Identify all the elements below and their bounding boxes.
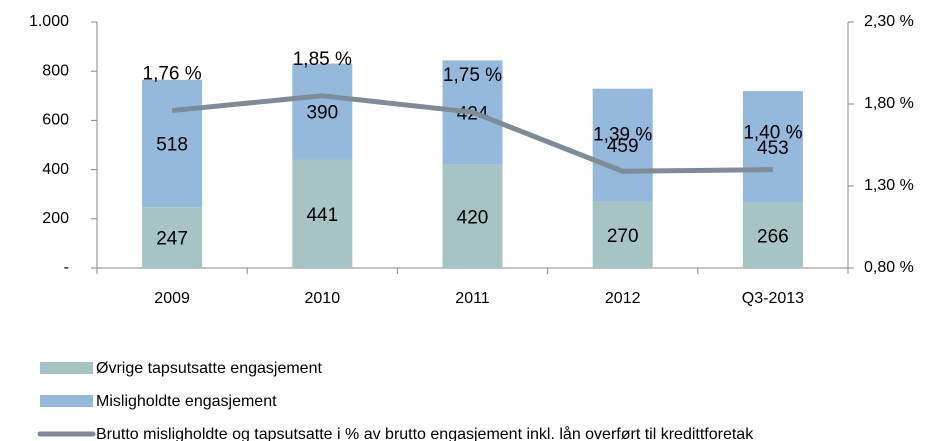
x-tick-label: 2009 — [154, 290, 190, 307]
line-value-label: 1,40 % — [743, 123, 802, 144]
bar-value-label: 390 — [306, 103, 338, 124]
legend-swatch — [40, 395, 93, 407]
legend-label: Misligholdte engasjement — [96, 393, 277, 410]
bar-value-label: 420 — [457, 207, 489, 228]
y-tick-label: 1.000 — [29, 13, 69, 30]
x-tick-label: 2011 — [455, 290, 490, 307]
legend-label: Øvrige tapsutsatte engasjement — [96, 360, 322, 377]
line-series — [171, 93, 773, 174]
bar-value-label: 266 — [757, 226, 789, 247]
y-tick-label: 600 — [42, 112, 69, 129]
line-value-label: 1,76 % — [143, 64, 202, 85]
bar — [292, 159, 353, 268]
y-tick-label: - — [64, 259, 69, 276]
bar — [442, 164, 503, 268]
bar-value-label: 441 — [306, 205, 338, 226]
bar-value-label: 518 — [156, 135, 188, 156]
bar-value-label: 453 — [757, 138, 789, 159]
bar — [742, 91, 803, 203]
bar-value-label: 459 — [607, 136, 639, 157]
y2-tick-label: 1,30 % — [864, 177, 914, 194]
y2-tick-label: 2,30 % — [864, 13, 914, 30]
bar — [592, 88, 653, 202]
line-value-label: 1,75 % — [443, 65, 502, 86]
bar-value-label: 270 — [607, 226, 639, 247]
legend-label: Brutto misligholdte og tapsutsatte i % a… — [96, 425, 754, 441]
x-tick-label: 2010 — [305, 290, 341, 307]
line-value-label: 1,85 % — [293, 49, 352, 70]
bar — [742, 202, 803, 268]
bar — [592, 201, 653, 268]
x-tick-label: 2012 — [605, 290, 641, 307]
bar-value-label: 247 — [156, 229, 188, 250]
y-tick-label: 800 — [42, 62, 69, 79]
y2-tick-label: 1,80 % — [864, 95, 914, 112]
bar — [292, 63, 353, 160]
bar — [142, 79, 203, 208]
line-value-label: 1,39 % — [593, 124, 652, 145]
legend-swatch — [40, 362, 93, 374]
bar — [142, 207, 203, 268]
y-tick-label: 200 — [42, 210, 69, 227]
y2-tick-label: 0,80 % — [864, 259, 914, 276]
y-tick-label: 400 — [42, 161, 69, 178]
x-tick-label: Q3-2013 — [742, 290, 804, 307]
